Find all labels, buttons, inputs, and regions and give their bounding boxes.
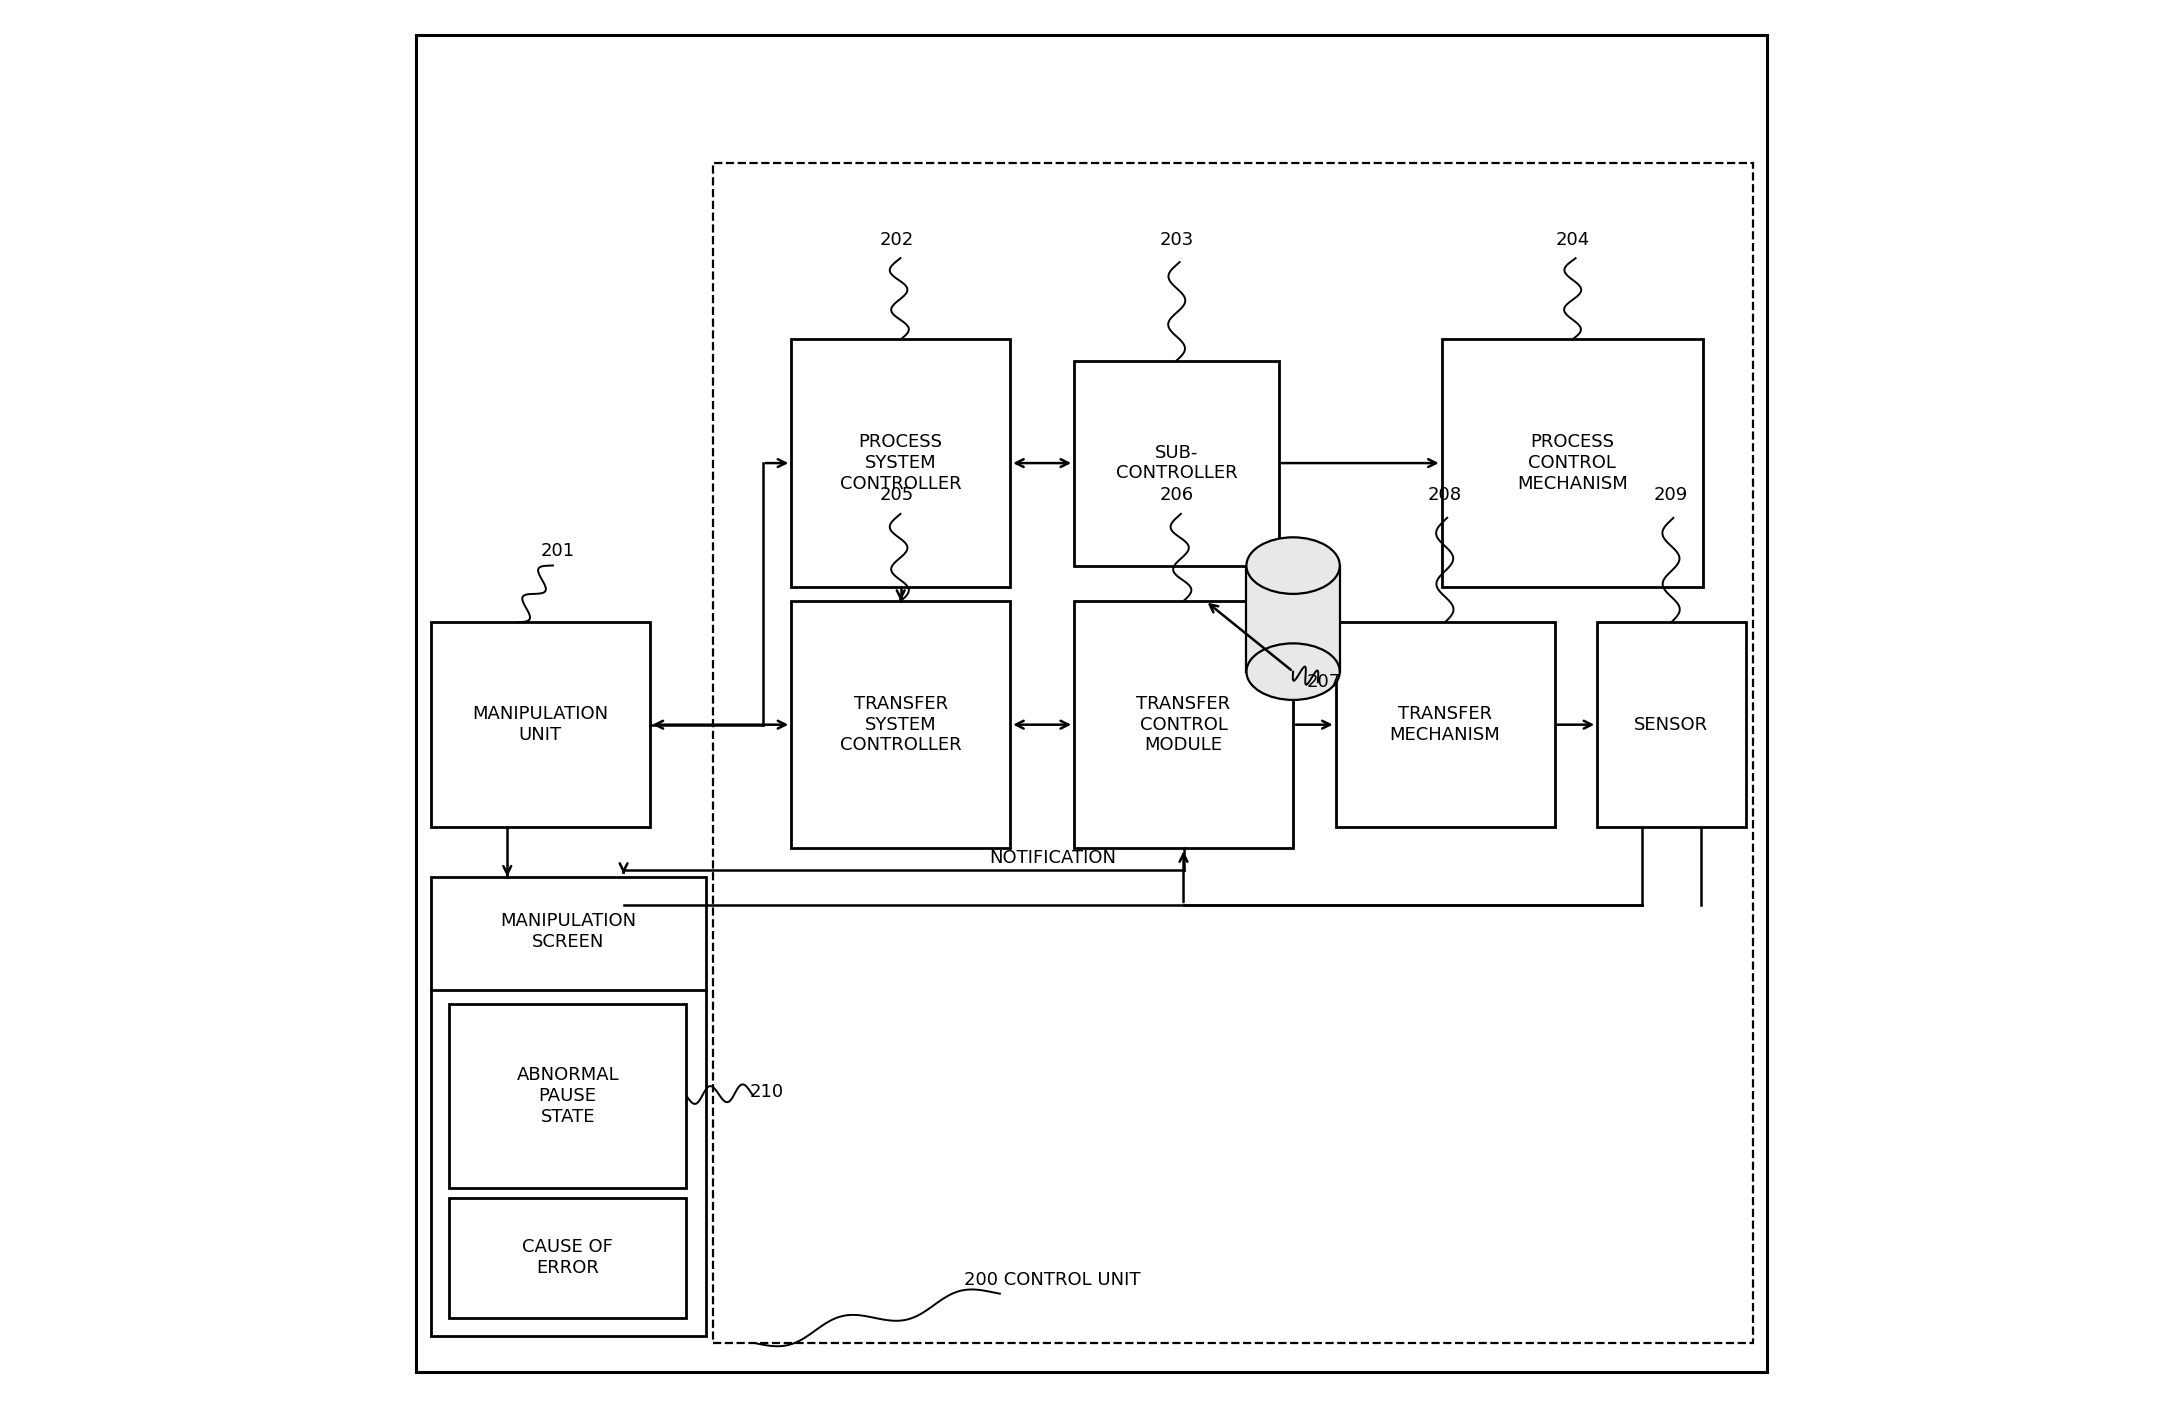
FancyBboxPatch shape [450, 1198, 688, 1318]
FancyBboxPatch shape [1075, 601, 1293, 848]
Text: 204: 204 [1557, 232, 1591, 249]
Text: NOTIFICATION: NOTIFICATION [990, 848, 1116, 867]
Text: 208: 208 [1427, 486, 1462, 503]
Text: PROCESS
SYSTEM
CONTROLLER: PROCESS SYSTEM CONTROLLER [839, 433, 962, 493]
Text: SENSOR: SENSOR [1634, 715, 1708, 734]
Text: CAUSE OF
ERROR: CAUSE OF ERROR [523, 1239, 614, 1277]
Text: 203: 203 [1161, 232, 1193, 249]
FancyBboxPatch shape [791, 601, 1010, 848]
Text: TRANSFER
SYSTEM
CONTROLLER: TRANSFER SYSTEM CONTROLLER [839, 694, 962, 755]
FancyBboxPatch shape [430, 622, 651, 827]
Text: 201: 201 [540, 543, 575, 560]
FancyBboxPatch shape [1336, 622, 1554, 827]
Text: ABNORMAL
PAUSE
STATE: ABNORMAL PAUSE STATE [517, 1066, 618, 1126]
FancyBboxPatch shape [1442, 339, 1704, 587]
FancyBboxPatch shape [450, 1004, 688, 1188]
Text: TRANSFER
CONTROL
MODULE: TRANSFER CONTROL MODULE [1137, 694, 1230, 755]
FancyBboxPatch shape [1075, 361, 1280, 566]
Text: 205: 205 [880, 486, 915, 503]
FancyBboxPatch shape [791, 339, 1010, 587]
Text: PROCESS
CONTROL
MECHANISM: PROCESS CONTROL MECHANISM [1518, 433, 1628, 493]
Text: 207: 207 [1308, 673, 1340, 690]
Text: 210: 210 [750, 1083, 785, 1100]
Text: 209: 209 [1654, 486, 1689, 503]
Text: SUB-
CONTROLLER: SUB- CONTROLLER [1116, 444, 1237, 482]
Text: 206: 206 [1161, 486, 1193, 503]
FancyBboxPatch shape [430, 877, 707, 1336]
Text: MANIPULATION
UNIT: MANIPULATION UNIT [471, 706, 608, 744]
Ellipse shape [1247, 537, 1340, 594]
Text: 202: 202 [880, 232, 915, 249]
FancyBboxPatch shape [1598, 622, 1745, 827]
Text: MANIPULATION
SCREEN: MANIPULATION SCREEN [499, 912, 636, 950]
Text: 200 CONTROL UNIT: 200 CONTROL UNIT [964, 1271, 1142, 1288]
Polygon shape [1247, 566, 1340, 672]
Ellipse shape [1247, 643, 1340, 700]
Text: TRANSFER
MECHANISM: TRANSFER MECHANISM [1390, 706, 1500, 744]
